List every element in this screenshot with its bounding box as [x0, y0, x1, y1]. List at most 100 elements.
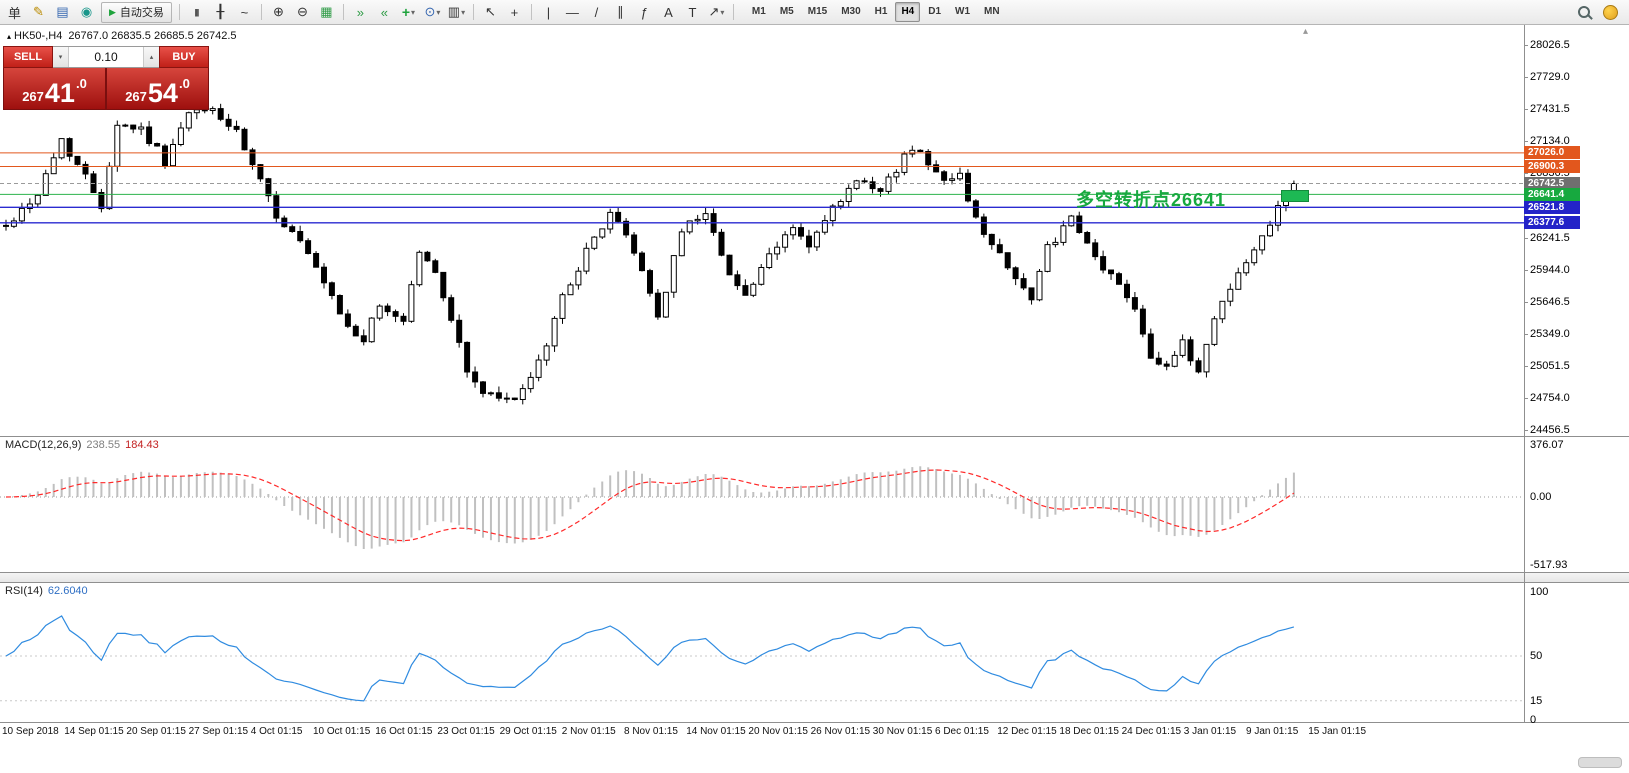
trade-widget-prices: 267 41.0 267 54.0 [3, 68, 209, 110]
sell-price-button[interactable]: 267 41.0 [4, 68, 105, 109]
price-tick-label: 25944.0 [1530, 263, 1570, 276]
rsi-label: RSI(14) 62.6040 [5, 585, 88, 597]
text-icon[interactable]: A [664, 4, 673, 20]
chart-annotation-text[interactable]: 多空转折点26641 [1076, 190, 1227, 210]
indicators-icon[interactable]: + ▾ [401, 4, 416, 20]
price-tick-mark [1524, 109, 1528, 111]
price-tick-label: 26241.5 [1530, 231, 1570, 244]
price-tick-label: 27431.5 [1530, 103, 1570, 116]
buy-button[interactable]: BUY [159, 46, 209, 68]
cursor-icon[interactable]: ↖ [484, 4, 496, 19]
toolbar-separator [732, 4, 734, 20]
timeframe-m30[interactable]: M30 [841, 6, 861, 17]
price-tick-mark [1524, 77, 1528, 79]
timeframe-h4[interactable]: H4 [895, 2, 921, 22]
price-tick-mark [1524, 301, 1528, 303]
horizontal-scrollbar-thumb[interactable] [1578, 757, 1622, 768]
price-tick-mark [1524, 45, 1528, 46]
chart-symbol-info: ▴ HK50-,H4 26767.0 26835.5 26685.5 26742.5 [7, 30, 237, 42]
timeframe-h1[interactable]: H1 [874, 6, 888, 17]
time-axis-label: 15 Jan 01:15 [1308, 726, 1367, 737]
zoom-out-icon[interactable]: ⊖ [296, 4, 308, 19]
price-tick-mark [1524, 173, 1528, 175]
price-tick-label: 25349.0 [1530, 327, 1570, 340]
periods-icon[interactable]: ⊙ ▾ [424, 4, 441, 19]
fibonacci-icon[interactable]: ƒ [640, 4, 649, 20]
chart-shift-icon[interactable]: « [380, 4, 389, 20]
price-tick-label: 24456.5 [1530, 424, 1570, 436]
macd-axis-label: 376.07 [1530, 439, 1564, 451]
time-axis-label: 3 Jan 01:15 [1183, 726, 1237, 737]
horizontal-line-icon[interactable]: — [565, 4, 579, 20]
community-glyph [1603, 4, 1618, 20]
time-axis-label: 2 Nov 01:15 [561, 726, 616, 737]
time-axis-label: 12 Dec 01:15 [997, 726, 1057, 737]
price-tick-mark [1524, 430, 1528, 431]
timeframe-m5[interactable]: M5 [779, 6, 794, 17]
panel-separator[interactable] [0, 436, 1629, 437]
macd-axis-label: 0.00 [1530, 491, 1552, 503]
ohlc-values: 26767.0 26835.5 26685.5 26742.5 [68, 30, 237, 42]
market-icon[interactable]: ◉ [80, 4, 93, 19]
toolbar-separator [260, 4, 262, 20]
time-axis-label: 26 Nov 01:15 [810, 726, 871, 737]
price-tick-mark [1524, 237, 1528, 239]
search-icon[interactable] [1572, 1, 1595, 23]
timeframe-w1[interactable]: W1 [955, 6, 971, 17]
scroll-up-indicator[interactable]: ▴ [1303, 26, 1309, 37]
sell-price-big: 41 [44, 77, 75, 108]
vertical-line-icon[interactable]: | [546, 4, 551, 20]
rsi-axis-label: 0 [1530, 714, 1537, 726]
rsi-axis-label: 100 [1530, 586, 1549, 598]
volume-decrease-button[interactable]: ▾ [53, 47, 69, 67]
timeframe-d1[interactable]: D1 [928, 6, 942, 17]
macd-panel-canvas[interactable] [0, 437, 1524, 572]
templates-icon[interactable]: ▥ ▾ [447, 4, 466, 19]
buy-price-big: 54 [147, 77, 178, 108]
macd-axis-label: -517.93 [1530, 559, 1568, 571]
metaeditor-icon[interactable]: ✎ [33, 4, 44, 19]
time-axis-label: 10 Oct 01:15 [313, 726, 371, 737]
price-tick-label: 24754.0 [1530, 391, 1570, 404]
buy-price-button[interactable]: 267 54.0 [107, 68, 208, 109]
price-axis[interactable]: 28026.527729.027431.527134.026836.526539… [1524, 0, 1629, 773]
buy-price-suffix: .0 [178, 76, 190, 91]
autotrading-button[interactable]: ▶ 自动交易 [101, 1, 172, 23]
rsi-name: RSI(14) [5, 585, 43, 597]
candlestick-icon[interactable]: ╂ [216, 4, 225, 19]
trendline-icon[interactable]: / [594, 4, 599, 20]
new-order-icon[interactable]: 单 [7, 5, 21, 21]
time-axis-label: 14 Nov 01:15 [686, 726, 746, 737]
shapes-icon[interactable]: ↗ ▾ [708, 4, 725, 19]
timeframe-m15[interactable]: M15 [807, 6, 828, 17]
auto-scroll-icon[interactable]: » [356, 4, 365, 20]
bar-chart-icon[interactable]: ||| [194, 7, 200, 17]
tile-windows-icon[interactable]: ▦ [320, 4, 333, 19]
rsi-panel-canvas[interactable] [0, 583, 1524, 722]
main-chart-canvas[interactable] [0, 25, 1524, 437]
label-icon[interactable]: T [688, 4, 697, 20]
volume-input[interactable] [69, 47, 143, 67]
price-divider [105, 68, 107, 109]
terminal-icon[interactable]: ▤ [56, 4, 69, 19]
price-level-tag: 26641.4 [1524, 187, 1580, 201]
time-axis-label: 4 Oct 01:15 [250, 726, 303, 737]
toolbar-right [1572, 1, 1626, 23]
price-tick-label: 25051.5 [1530, 359, 1570, 372]
price-tick-mark [1524, 365, 1528, 367]
rsi-value: 62.6040 [47, 585, 88, 597]
time-axis-label: 27 Sep 01:15 [188, 726, 249, 737]
time-axis[interactable]: 10 Sep 2018 14 Sep 01:15 20 Sep 01:15 27 Se… [0, 722, 1524, 740]
timeframe-m1[interactable]: M1 [751, 6, 766, 17]
community-icon[interactable] [1599, 1, 1622, 23]
crosshair-icon[interactable]: + [510, 4, 519, 20]
panel-splitter[interactable] [0, 572, 1629, 583]
volume-increase-button[interactable]: ▴ [143, 47, 159, 67]
line-chart-icon[interactable]: ~ [240, 4, 249, 20]
sell-button[interactable]: SELL [3, 46, 53, 68]
channel-icon[interactable]: ∥ [617, 4, 624, 19]
price-level-tag: 27026.0 [1524, 146, 1580, 160]
zoom-in-icon[interactable]: ⊕ [272, 4, 284, 19]
timeframe-mn[interactable]: MN [984, 6, 1000, 17]
price-tick-label: 28026.5 [1530, 39, 1570, 51]
